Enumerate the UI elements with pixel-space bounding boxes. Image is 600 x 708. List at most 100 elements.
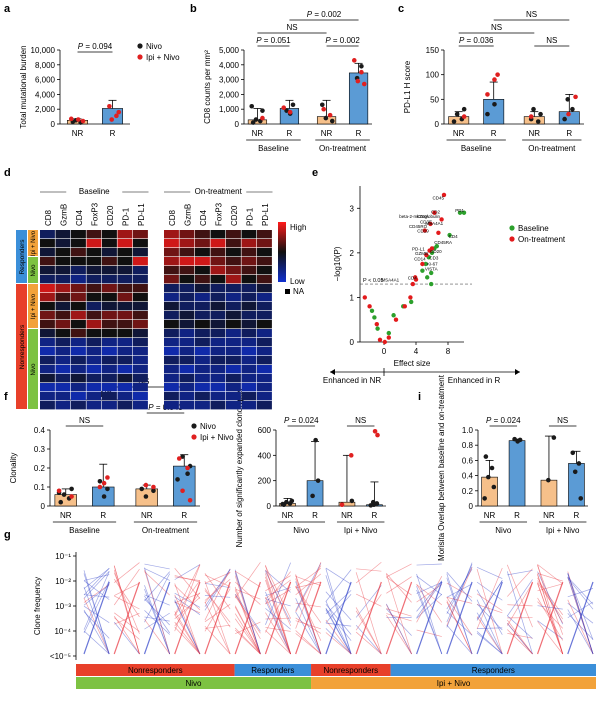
heatmap-cell: [133, 383, 148, 392]
clone-trajectory: [83, 630, 110, 655]
heatmap-cell: [40, 338, 55, 347]
heatmap-cell: [133, 248, 148, 257]
volcano-point: [375, 326, 380, 331]
clone-trajectory: [446, 600, 473, 655]
panel-h: 0 200 400 600 Number of significantly expand…: [235, 389, 386, 547]
y-tick-label: 0: [267, 502, 272, 511]
clone-trajectory: [113, 565, 140, 655]
clone-trajectory: [234, 606, 261, 655]
clone-trajectory: [234, 605, 261, 655]
heatmap-cell: [40, 293, 55, 302]
y-tick-label: 3,000: [219, 76, 240, 85]
heatmap-cell: [102, 311, 117, 320]
heatmap-cell: [86, 374, 102, 383]
data-point-ipi: [185, 465, 190, 471]
clone-trajectory: [174, 564, 201, 580]
clone-trajectory: [416, 576, 443, 623]
heatmap-cell: [257, 338, 272, 347]
heatmap-cell: [210, 347, 226, 356]
heatmap-cell: [195, 374, 210, 383]
clone-trajectory: [83, 570, 110, 599]
y-tick-label: 150: [426, 46, 440, 55]
data-point-nivo: [349, 498, 355, 504]
heatmap-cell: [133, 293, 148, 302]
clone-trajectory: [295, 630, 322, 655]
clone-trajectory: [144, 594, 170, 606]
clone-trajectory: [295, 562, 322, 629]
data-point-ipi: [68, 116, 74, 122]
heatmap-cell: [164, 239, 179, 248]
heatmap-cell: [55, 383, 71, 392]
heatmap-cell: [257, 347, 272, 356]
clone-trajectory: [234, 562, 261, 599]
clone-trajectory: [567, 576, 594, 605]
point-label: VISTA: [425, 267, 438, 272]
clone-trajectory: [174, 564, 201, 616]
y-tick-label: 0: [51, 120, 56, 129]
point-label: beta-2-microglobulin: [399, 214, 440, 219]
heatmap-cell: [164, 230, 179, 239]
heatmap-cell: [133, 401, 148, 410]
data-point-nivo: [535, 119, 541, 124]
point-label: CD20: [430, 249, 442, 254]
y-tick-label: 50: [430, 95, 439, 104]
heatmap-cell: [257, 302, 272, 311]
heatmap-cell: [86, 266, 102, 275]
row-group-bar: [16, 284, 27, 409]
legend-ipi-label: Ipi + Nivo: [200, 433, 234, 442]
clone-trajectory: [83, 571, 110, 630]
color-scale-bar: [278, 222, 286, 282]
clone-trajectory: [506, 581, 534, 655]
heatmap-cell: [86, 392, 102, 401]
panel-i: 0 0.2 0.4 0.6 0.8 1.0 Morisita Overlap between…: [437, 374, 588, 561]
clone-trajectory: [386, 576, 412, 594]
volcano-point: [408, 295, 413, 300]
data-point-nivo: [517, 437, 523, 443]
group-band-label: Nonresponders: [323, 666, 378, 675]
block-label-bg: [190, 186, 247, 196]
clone-trajectory: [234, 570, 261, 588]
data-point-nivo: [101, 494, 107, 499]
bar-NR: [481, 476, 498, 507]
legend-ipi-label: Ipi + Nivo: [146, 53, 180, 62]
block-label: On-treatment: [195, 187, 243, 196]
data-point-nivo: [531, 106, 536, 112]
heatmap-cell: [102, 329, 117, 338]
data-point-nivo: [485, 111, 490, 117]
clone-trajectory: [295, 573, 322, 596]
clone-trajectory: [83, 611, 110, 639]
heatmap-cell: [241, 374, 257, 383]
heatmap-cell: [226, 239, 241, 248]
y-tick-label: 1.0: [462, 426, 474, 435]
point-label: CD14: [414, 256, 426, 261]
heatmap-cell: [86, 275, 102, 284]
ns-label: NS: [546, 36, 557, 45]
heatmap-column-label: CD8: [44, 209, 53, 226]
clone-trajectory: [416, 584, 443, 603]
heatmap-cell: [71, 239, 86, 248]
heatmap-cell: [133, 347, 148, 356]
clone-trajectory: [174, 614, 201, 655]
heatmap-cell: [71, 392, 86, 401]
arrow-head-right: [515, 369, 520, 375]
volcano-point: [447, 232, 452, 238]
clone-trajectory: [295, 586, 322, 623]
heatmap-cell: [195, 293, 210, 302]
heatmap-column-label: PD-L1: [137, 203, 146, 226]
clone-trajectory: [265, 630, 291, 655]
clone-trajectory: [325, 591, 352, 621]
heatmap-cell: [164, 311, 179, 320]
legend-ipi-marker: [191, 434, 197, 440]
volcano-point: [429, 270, 434, 276]
clone-trajectory: [265, 579, 291, 600]
data-point-nivo: [562, 116, 567, 122]
clone-trajectory: [325, 609, 352, 655]
group-label: On-treatment: [528, 144, 576, 153]
clone-trajectory: [83, 597, 110, 655]
point-label: CD45RA: [434, 240, 452, 245]
heatmap-cell: [164, 383, 179, 392]
y-tick-label: 4,000: [35, 90, 56, 99]
heatmap-cell: [226, 329, 241, 338]
volcano-point: [441, 192, 447, 198]
y-tick-label: 400: [258, 451, 272, 460]
